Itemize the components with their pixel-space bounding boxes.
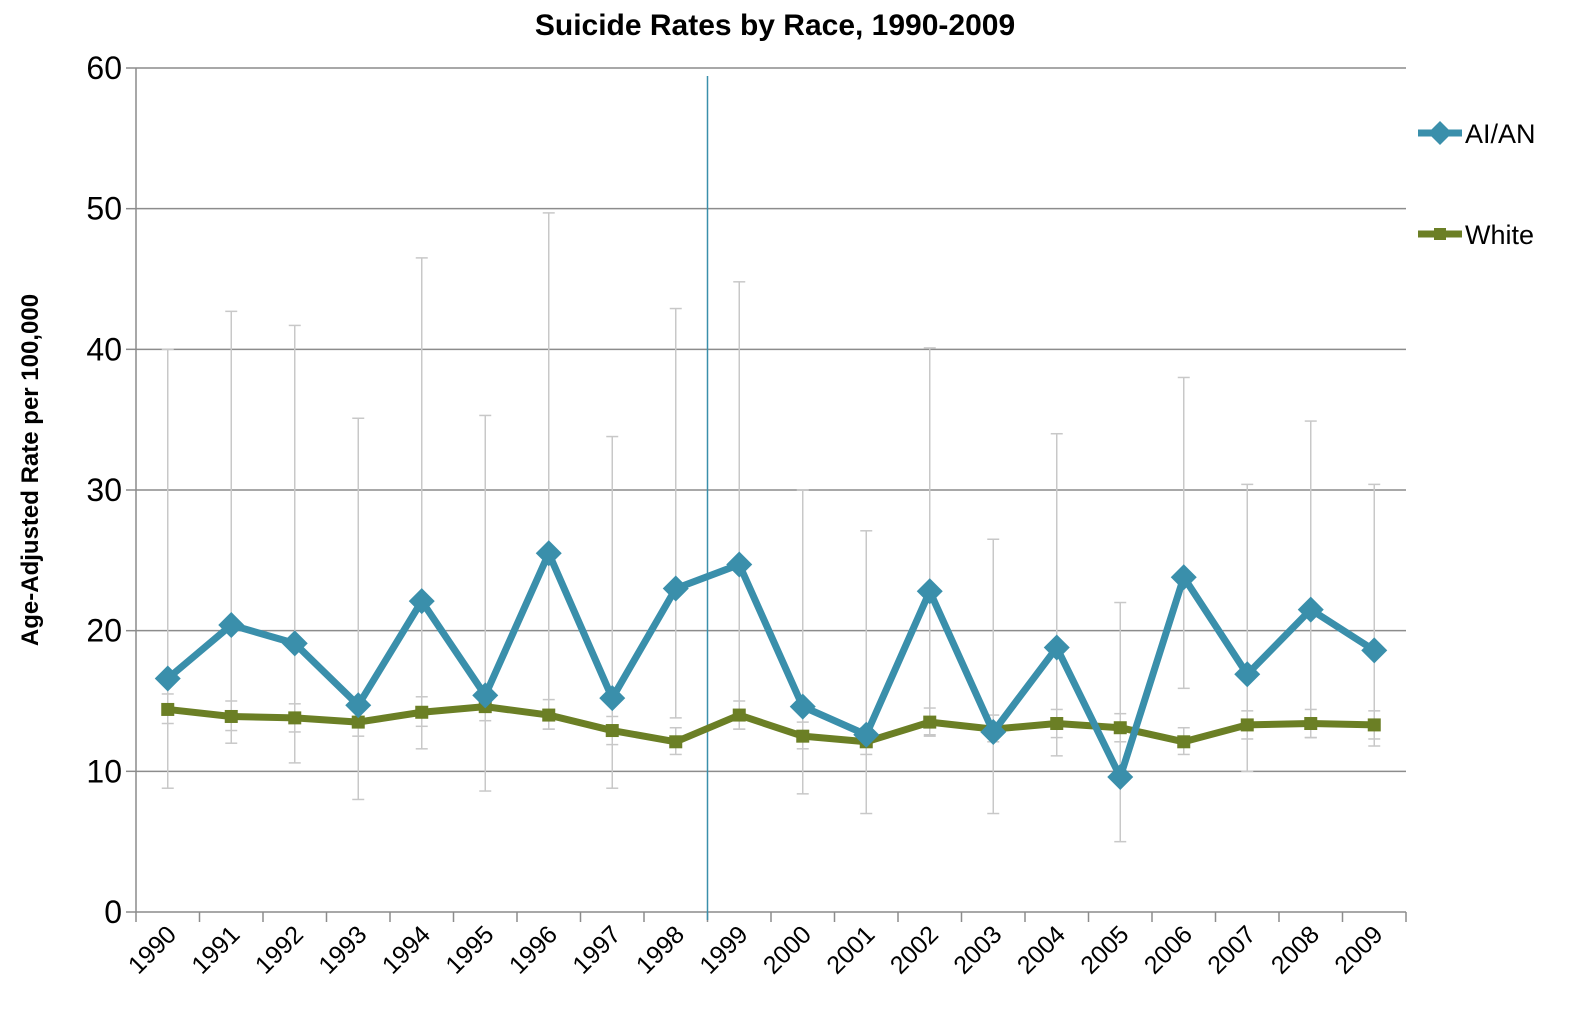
data-point-white	[1113, 721, 1127, 735]
x-tick-label: 1996	[504, 920, 563, 979]
data-point-white	[161, 702, 175, 716]
x-tick-label: 1992	[250, 920, 309, 979]
legend-label-ai-an: AI/AN	[1465, 119, 1536, 149]
data-point-ai-an	[408, 588, 435, 615]
x-tick-label: 1990	[123, 920, 182, 979]
data-point-white	[1304, 717, 1318, 731]
data-point-white	[288, 711, 302, 725]
y-tick-label: 40	[86, 331, 122, 367]
y-tick-label: 30	[86, 472, 122, 508]
x-tick-label: 1991	[186, 920, 245, 979]
data-point-white	[1367, 718, 1381, 732]
y-tick-label: 10	[86, 753, 122, 789]
data-point-white	[351, 715, 365, 729]
data-point-ai-an	[345, 692, 372, 719]
data-point-white	[224, 709, 238, 723]
data-point-ai-an	[599, 685, 626, 712]
legend-marker-ai-an	[1428, 121, 1452, 145]
data-point-ai-an	[1297, 596, 1324, 623]
chart-title: Suicide Rates by Race, 1990-2009	[535, 9, 1015, 42]
series-line-ai-an	[165, 549, 1377, 781]
x-tick-label: 2003	[948, 920, 1007, 979]
data-point-ai-an	[853, 721, 880, 748]
x-tick-label: 2006	[1139, 920, 1198, 979]
x-tick-label: 2004	[1012, 920, 1071, 979]
data-point-white	[1177, 735, 1191, 749]
data-point-ai-an	[916, 578, 943, 605]
x-tick-label: 1994	[377, 920, 436, 979]
x-tick-label: 2007	[1202, 920, 1261, 979]
legend: AI/AN White	[1418, 119, 1536, 250]
gridlines	[136, 67, 1406, 773]
data-point-white	[542, 708, 556, 722]
series-lines	[154, 540, 1388, 790]
data-point-ai-an	[1361, 637, 1388, 664]
x-tick-label: 1998	[631, 920, 690, 979]
x-tick-label: 2008	[1266, 920, 1325, 979]
data-point-ai-an	[1170, 564, 1197, 591]
x-tick-label: 2005	[1075, 920, 1134, 979]
data-point-ai-an	[472, 682, 499, 709]
data-point-white	[415, 705, 429, 719]
data-point-white	[1240, 718, 1254, 732]
data-point-ai-an	[281, 630, 308, 657]
data-point-ai-an	[1043, 634, 1070, 661]
data-point-ai-an	[726, 551, 753, 578]
x-tick-label: 1993	[313, 920, 372, 979]
series-line-white	[167, 703, 1375, 746]
data-point-white	[796, 729, 810, 743]
data-point-ai-an	[980, 718, 1007, 745]
legend-marker-white	[1434, 228, 1446, 240]
x-tick-label: 2002	[885, 920, 944, 979]
legend-label-white: White	[1465, 220, 1534, 250]
data-point-white	[605, 724, 619, 738]
data-point-ai-an	[218, 612, 245, 639]
data-point-white	[669, 735, 683, 749]
data-point-ai-an	[1107, 763, 1134, 790]
y-tick-label: 50	[86, 191, 122, 227]
data-point-ai-an	[789, 693, 816, 720]
y-tick-label: 0	[104, 894, 122, 930]
data-point-ai-an	[662, 575, 689, 602]
error-bars	[161, 212, 1381, 843]
data-point-white	[732, 708, 746, 722]
data-point-ai-an	[535, 540, 562, 567]
data-point-white	[923, 715, 937, 729]
x-tick-label: 1997	[567, 920, 626, 979]
y-axis-label: Age-Adjusted Rate per 100,000	[17, 294, 44, 646]
y-tick-label: 20	[86, 613, 122, 649]
x-tick-label: 1995	[440, 920, 499, 979]
data-point-ai-an	[1234, 661, 1261, 688]
x-tick-label: 2009	[1329, 920, 1388, 979]
y-tick-label: 60	[86, 50, 122, 86]
data-point-ai-an	[154, 665, 181, 692]
x-tick-label: 2000	[758, 920, 817, 979]
data-point-white	[1050, 717, 1064, 731]
x-tick-label: 2001	[821, 920, 880, 979]
x-tick-label: 1999	[694, 920, 753, 979]
